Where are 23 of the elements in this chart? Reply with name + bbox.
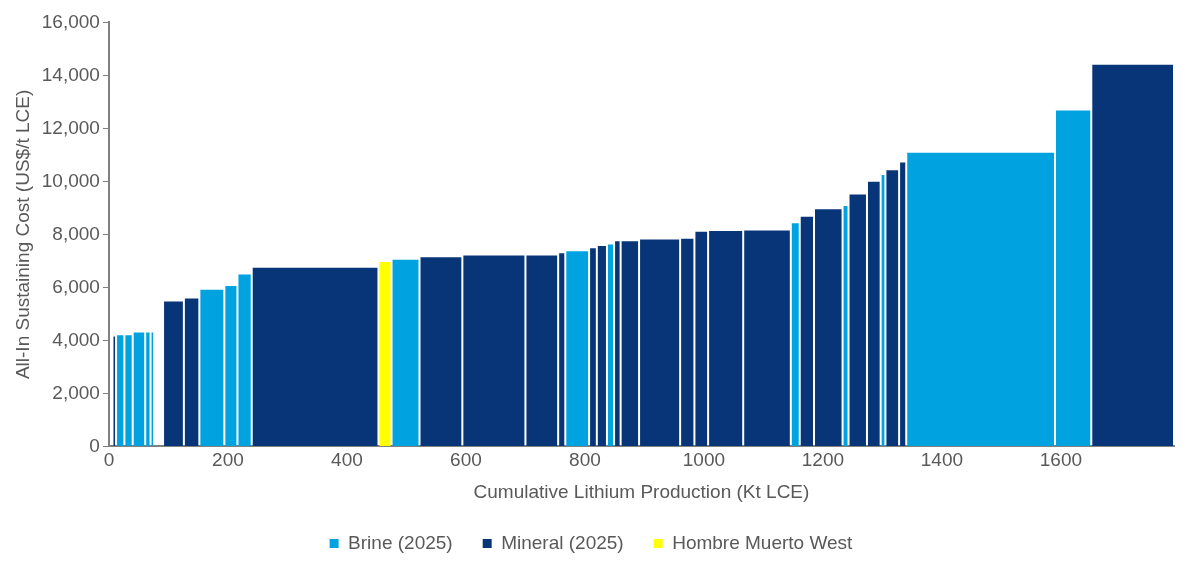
x-tick-label: 200: [212, 449, 244, 471]
y-tick-label: 16,000: [41, 10, 100, 32]
y-tick-label: 8,000: [52, 222, 100, 244]
x-axis-title: Cumulative Lithium Production (Kt LCE): [473, 480, 810, 502]
x-tick-label: 1400: [920, 449, 964, 471]
x-tick-label: 400: [331, 449, 363, 471]
y-axis-title: All-In Sustaining Cost (US$/t LCE): [11, 89, 33, 380]
y-tick-label: 4,000: [52, 328, 100, 350]
x-tick-label: 0: [103, 449, 115, 471]
y-tick-label: 14,000: [41, 63, 100, 85]
y-tick-label: 0: [89, 434, 100, 456]
x-tick-label: 600: [450, 449, 482, 471]
x-tick-label: 800: [569, 449, 601, 471]
legend-label: Brine (2025): [348, 531, 453, 553]
x-tick-label: 1600: [1039, 449, 1083, 471]
x-tick-label: 1000: [682, 449, 726, 471]
legend-label: Mineral (2025): [501, 531, 624, 553]
y-tick-label: 2,000: [52, 381, 100, 403]
y-tick-label: 10,000: [41, 169, 100, 191]
y-tick-label: 12,000: [41, 116, 100, 138]
y-tick-label: 6,000: [52, 275, 100, 297]
legend-label: Hombre Muerto West: [672, 531, 854, 553]
x-tick-label: 1200: [801, 449, 845, 471]
